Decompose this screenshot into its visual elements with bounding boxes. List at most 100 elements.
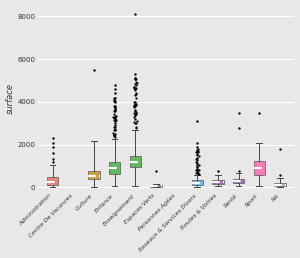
Point [133,100,138,104]
Point [133,88,137,92]
Point [133,104,138,108]
Point [50,151,55,155]
PathPatch shape [233,179,244,183]
Point [50,136,55,140]
Point [133,76,138,80]
Point [133,77,138,82]
Point [112,115,117,119]
Point [195,119,200,123]
Point [133,93,138,98]
Point [112,127,117,132]
Point [132,104,137,108]
Point [112,96,117,101]
Point [133,109,138,113]
Point [112,116,116,120]
Point [112,112,117,116]
Point [132,85,136,89]
Point [113,117,118,121]
Point [112,98,117,102]
Point [257,110,262,115]
Point [196,172,201,176]
Point [196,150,201,154]
Point [112,119,117,123]
Point [193,171,198,175]
Point [196,168,201,172]
Point [278,173,282,177]
Point [112,99,117,103]
Point [195,149,200,153]
Point [131,103,136,107]
PathPatch shape [88,171,100,179]
Point [50,145,55,149]
Point [195,145,200,149]
Point [112,103,116,108]
Point [92,68,96,72]
Point [134,80,139,84]
Point [113,99,118,103]
Point [132,111,136,115]
Point [195,171,200,175]
Point [134,77,139,81]
Point [133,77,138,81]
Point [133,121,138,125]
Point [134,119,139,123]
Point [112,109,117,113]
Point [133,103,138,107]
Point [133,12,138,16]
PathPatch shape [254,161,265,175]
Point [50,160,55,164]
Point [194,168,199,173]
Y-axis label: surface: surface [6,83,15,114]
Point [112,132,117,136]
Point [112,133,116,137]
Point [132,113,137,117]
Point [195,168,200,172]
Point [112,95,117,100]
Point [131,85,136,89]
Point [195,149,200,153]
PathPatch shape [150,185,162,187]
PathPatch shape [212,180,224,184]
Point [134,96,138,100]
Point [195,165,200,169]
Point [195,152,200,156]
Point [194,150,199,154]
Point [112,123,117,127]
Point [133,102,138,107]
Point [132,106,136,110]
Point [133,117,138,121]
Point [112,127,117,131]
Point [196,168,201,172]
Point [133,72,138,76]
Point [134,86,138,90]
Point [113,121,118,125]
Point [133,102,137,106]
Point [195,158,200,162]
Point [133,113,138,117]
Point [110,131,115,135]
Point [196,171,201,175]
Point [112,118,117,123]
Point [112,104,117,109]
Point [196,154,201,158]
Point [133,87,138,91]
Point [112,107,117,111]
Point [194,160,199,164]
Point [112,87,117,91]
PathPatch shape [130,156,141,167]
Point [236,110,241,115]
Point [111,133,116,137]
Point [112,128,117,132]
Point [111,98,116,102]
Point [112,83,117,87]
Point [236,169,241,173]
Point [216,169,220,173]
Point [134,92,139,96]
Point [112,104,117,108]
Point [134,111,139,115]
Point [134,81,139,85]
Point [195,165,200,169]
Point [195,163,200,167]
Point [134,125,138,129]
Point [112,100,117,104]
